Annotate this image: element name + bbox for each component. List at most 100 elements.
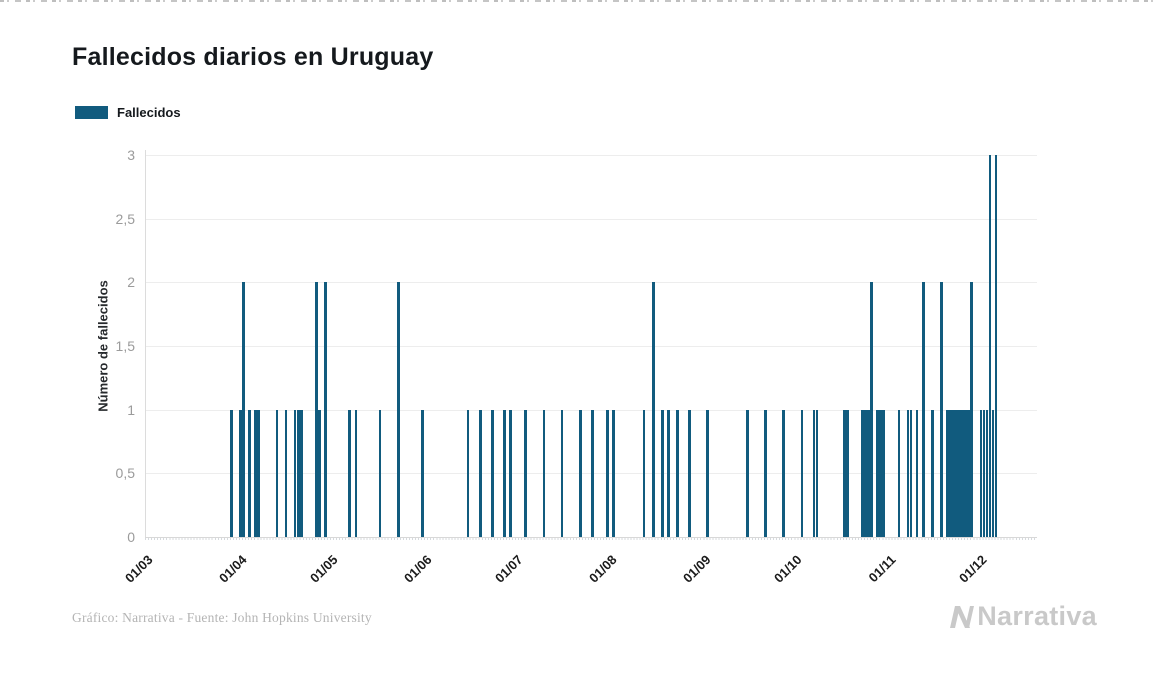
- x-tick-label-01-11: 01/11: [865, 552, 899, 586]
- bar-27/06[interactable]: [503, 409, 506, 537]
- bar-10/11[interactable]: [915, 409, 919, 537]
- x-tick-label-01-03: 01/03: [121, 552, 156, 586]
- bar-18/11[interactable]: [940, 282, 943, 537]
- bar-27/04[interactable]: [318, 409, 321, 537]
- day-tick-marks: [145, 538, 1037, 540]
- chart-title: Fallecidos diarios en Uruguay: [72, 43, 434, 71]
- bar-29/10[interactable]: [879, 409, 883, 537]
- bar-02/08[interactable]: [612, 409, 616, 537]
- y-tick-label: 0,5: [115, 465, 135, 482]
- bar-23/11[interactable]: [955, 409, 958, 537]
- bar-19/06[interactable]: [478, 409, 482, 537]
- bar-04/11[interactable]: [897, 409, 901, 537]
- bar-01/12[interactable]: [979, 409, 983, 537]
- y-tick-label: 2: [127, 274, 135, 291]
- bar-03/12[interactable]: [985, 409, 989, 537]
- bar-29/03[interactable]: [230, 409, 233, 537]
- bar-20/04[interactable]: [296, 409, 300, 537]
- bar-02/04[interactable]: [242, 282, 245, 537]
- bar-29/06[interactable]: [509, 409, 512, 537]
- y-tick-label: 2,5: [115, 210, 135, 227]
- bar-26/11[interactable]: [964, 409, 967, 537]
- bar-28/11[interactable]: [970, 282, 974, 537]
- bar-21/09[interactable]: [764, 409, 767, 537]
- bar-18/10[interactable]: [846, 409, 849, 537]
- top-edge-artifact: [0, 0, 1157, 2]
- bar-16/04[interactable]: [284, 409, 288, 537]
- bar-24/11[interactable]: [958, 409, 961, 537]
- bar-22/11[interactable]: [952, 409, 955, 537]
- x-tick-label-01-10: 01/10: [771, 552, 805, 586]
- bar-23/10[interactable]: [861, 409, 864, 537]
- bar-30/10[interactable]: [882, 409, 886, 537]
- bar-04/04[interactable]: [248, 409, 251, 537]
- bar-28/10[interactable]: [876, 409, 880, 537]
- bar-01/04[interactable]: [239, 409, 242, 537]
- narrativa-logo: Narrativa: [948, 601, 1097, 632]
- bar-07/04[interactable]: [257, 409, 261, 537]
- bar-02/12[interactable]: [982, 409, 986, 537]
- legend[interactable]: Fallecidos: [75, 105, 181, 120]
- bar-31/07[interactable]: [606, 409, 609, 537]
- bar-20/08[interactable]: [667, 409, 670, 537]
- bar-09/05[interactable]: [354, 409, 358, 537]
- bar-20/11[interactable]: [946, 409, 949, 537]
- bar-23/05[interactable]: [396, 282, 400, 537]
- bar-07/05[interactable]: [348, 409, 352, 537]
- bar-15/08[interactable]: [651, 282, 655, 537]
- bar-12/08[interactable]: [642, 409, 646, 537]
- bar-26/04[interactable]: [315, 282, 318, 537]
- bar-18/08[interactable]: [660, 409, 664, 537]
- bar-27/09[interactable]: [782, 409, 785, 537]
- bar-21/04[interactable]: [299, 409, 303, 537]
- bar-03/10[interactable]: [800, 409, 804, 537]
- bar-15/11[interactable]: [930, 409, 934, 537]
- bar-04/12[interactable]: [988, 155, 992, 537]
- y-tick-label: 1: [127, 401, 135, 418]
- bar-15/09[interactable]: [745, 409, 749, 537]
- bar-08/10[interactable]: [815, 409, 819, 537]
- narrativa-logo-text: Narrativa: [977, 601, 1097, 631]
- bar-19/04[interactable]: [293, 409, 297, 537]
- bar-22/07[interactable]: [579, 409, 582, 537]
- bar-15/06[interactable]: [466, 409, 470, 537]
- bar-02/09[interactable]: [706, 409, 710, 537]
- gridline-3: [145, 155, 1037, 156]
- bar-27/11[interactable]: [967, 409, 971, 537]
- gridline-2: [145, 282, 1037, 284]
- source-credit: Gráfico: Narrativa - Fuente: John Hopkin…: [72, 610, 372, 625]
- gridline-1: [145, 409, 1037, 411]
- bar-06/04[interactable]: [254, 409, 258, 537]
- bar-27/08[interactable]: [688, 409, 691, 537]
- bar-31/05[interactable]: [421, 409, 424, 537]
- bar-21/11[interactable]: [949, 409, 952, 537]
- y-tick-label: 1,5: [115, 338, 135, 354]
- bar-26/10[interactable]: [870, 282, 873, 537]
- bar-13/04[interactable]: [275, 409, 279, 537]
- bar-17/05[interactable]: [378, 409, 382, 537]
- y-tick-label: 3: [127, 147, 135, 163]
- bar-05/12[interactable]: [991, 409, 995, 537]
- legend-swatch-icon: [75, 106, 108, 119]
- bar-23/08[interactable]: [676, 409, 679, 537]
- bar-04/07[interactable]: [524, 409, 528, 537]
- bar-23/06[interactable]: [491, 409, 494, 537]
- gridline-1,5: [145, 346, 1037, 347]
- bar-25/11[interactable]: [961, 409, 964, 537]
- bar-26/07[interactable]: [591, 409, 594, 537]
- bar-24/10[interactable]: [864, 409, 867, 537]
- bar-17/10[interactable]: [842, 409, 846, 537]
- gridline-2,5: [145, 218, 1037, 220]
- bar-08/11[interactable]: [909, 409, 913, 537]
- bar-06/12[interactable]: [994, 155, 998, 537]
- x-tick-label-01-07: 01/07: [492, 552, 526, 586]
- bar-12/11[interactable]: [921, 282, 925, 537]
- bar-16/07[interactable]: [560, 409, 564, 537]
- bar-29/04[interactable]: [324, 282, 327, 537]
- bar-07/11[interactable]: [906, 409, 910, 537]
- x-tick-label-01-09: 01/09: [680, 552, 714, 586]
- bar-07/10[interactable]: [812, 409, 816, 537]
- bar-10/07[interactable]: [542, 409, 546, 537]
- bar-25/10[interactable]: [867, 409, 870, 537]
